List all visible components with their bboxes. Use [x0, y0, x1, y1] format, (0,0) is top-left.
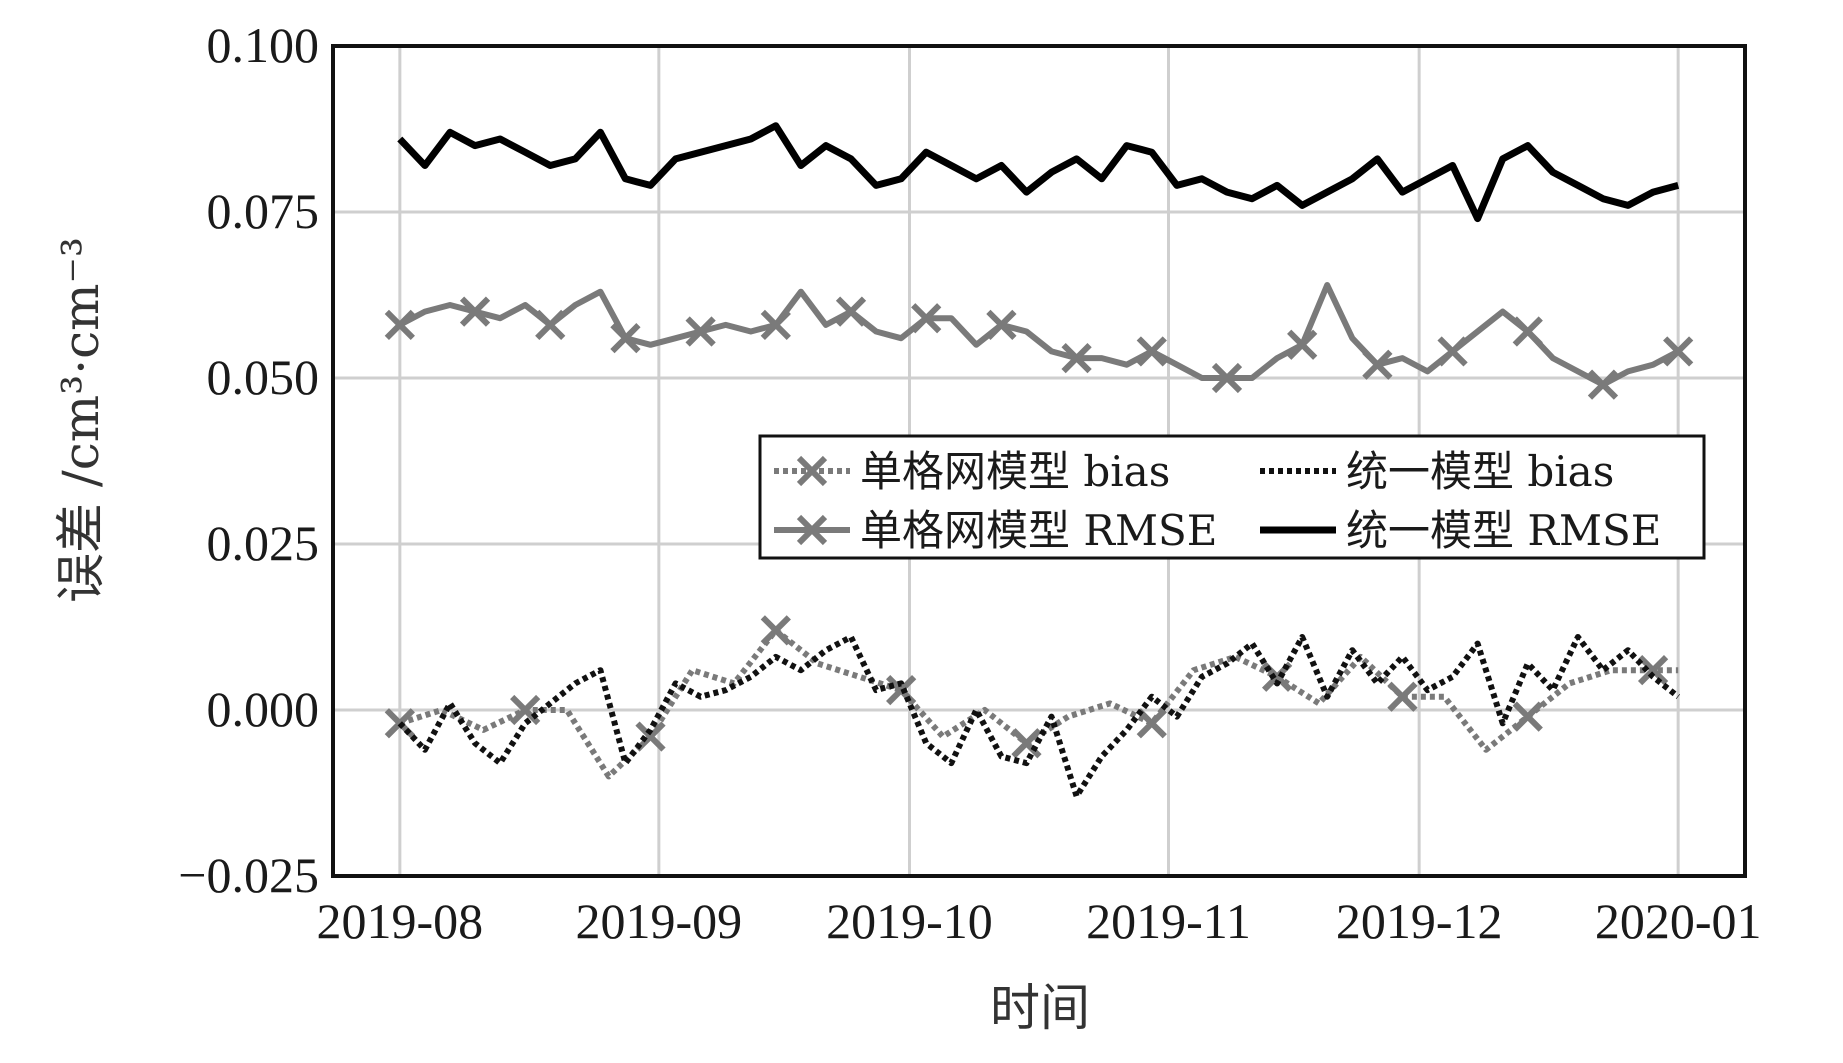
series-marker — [1387, 681, 1418, 712]
x-tick-label: 2019-08 — [317, 893, 484, 949]
series-marker — [535, 309, 566, 341]
series-marker — [1637, 655, 1669, 686]
series-marker — [1061, 342, 1092, 374]
series-2 — [397, 634, 1681, 800]
series-marker — [1011, 728, 1042, 759]
series-marker — [1136, 336, 1167, 367]
legend-label: 统一模型 bias — [1346, 447, 1614, 496]
x-tick-label: 2019-09 — [576, 893, 743, 949]
series-marker — [635, 721, 666, 752]
series-marker — [835, 296, 867, 327]
y-tick-label: −0.025 — [178, 847, 319, 903]
y-tick-label: 0.000 — [207, 681, 320, 737]
series-marker — [685, 316, 716, 347]
legend-label: 单格网模型 bias — [860, 447, 1170, 496]
y-axis-ticks: −0.025 0.000 0.025 0.050 0.075 0.100 — [178, 17, 319, 903]
legend: 单格网模型 bias 统一模型 bias 单格网模型 RMSE 统一模型 RMSE — [758, 434, 1706, 560]
x-tick-label: 2020-01 — [1595, 893, 1762, 949]
series-marker — [760, 309, 791, 341]
series-marker — [1211, 362, 1243, 394]
legend-label: 单格网模型 RMSE — [860, 506, 1217, 555]
series-marker — [510, 694, 541, 726]
series-marker — [1437, 336, 1468, 367]
series-marker — [1136, 708, 1167, 739]
series-layer — [384, 122, 1694, 800]
series-marker — [986, 309, 1017, 341]
series-4 — [397, 122, 1680, 223]
series-marker — [1512, 701, 1543, 732]
series-marker — [1362, 349, 1393, 380]
legend-swatch-marker — [796, 514, 828, 546]
series-marker — [1663, 336, 1694, 367]
x-tick-label: 2019-11 — [1086, 893, 1251, 949]
x-axis-ticks: 2019-08 2019-09 2019-10 2019-11 2019-12 2020-… — [317, 893, 1762, 949]
series-line — [397, 122, 1680, 223]
x-tick-label: 2019-12 — [1336, 893, 1503, 949]
y-tick-label: 0.050 — [207, 349, 320, 405]
y-tick-label: 0.075 — [207, 183, 320, 239]
series-marker — [1587, 369, 1619, 400]
y-axis-label: 误差 /cm³·cm⁻³ — [52, 237, 110, 603]
x-axis-label: 时间 — [990, 979, 1090, 1037]
series-marker — [610, 323, 641, 354]
series-line — [397, 634, 1681, 800]
series-marker — [1287, 329, 1318, 360]
y-tick-label: 0.025 — [207, 515, 320, 571]
legend-swatch-marker — [796, 455, 828, 487]
series-marker — [760, 615, 791, 646]
series-marker — [1512, 316, 1543, 347]
series-marker — [459, 296, 491, 327]
y-tick-label: 0.100 — [207, 17, 320, 73]
legend-box — [758, 434, 1706, 560]
plot-frame — [331, 44, 1747, 878]
series-3 — [384, 282, 1694, 400]
series-marker — [384, 309, 415, 341]
legend-label: 统一模型 RMSE — [1346, 506, 1661, 555]
x-tick-label: 2019-10 — [826, 893, 993, 949]
series-marker — [911, 303, 942, 334]
